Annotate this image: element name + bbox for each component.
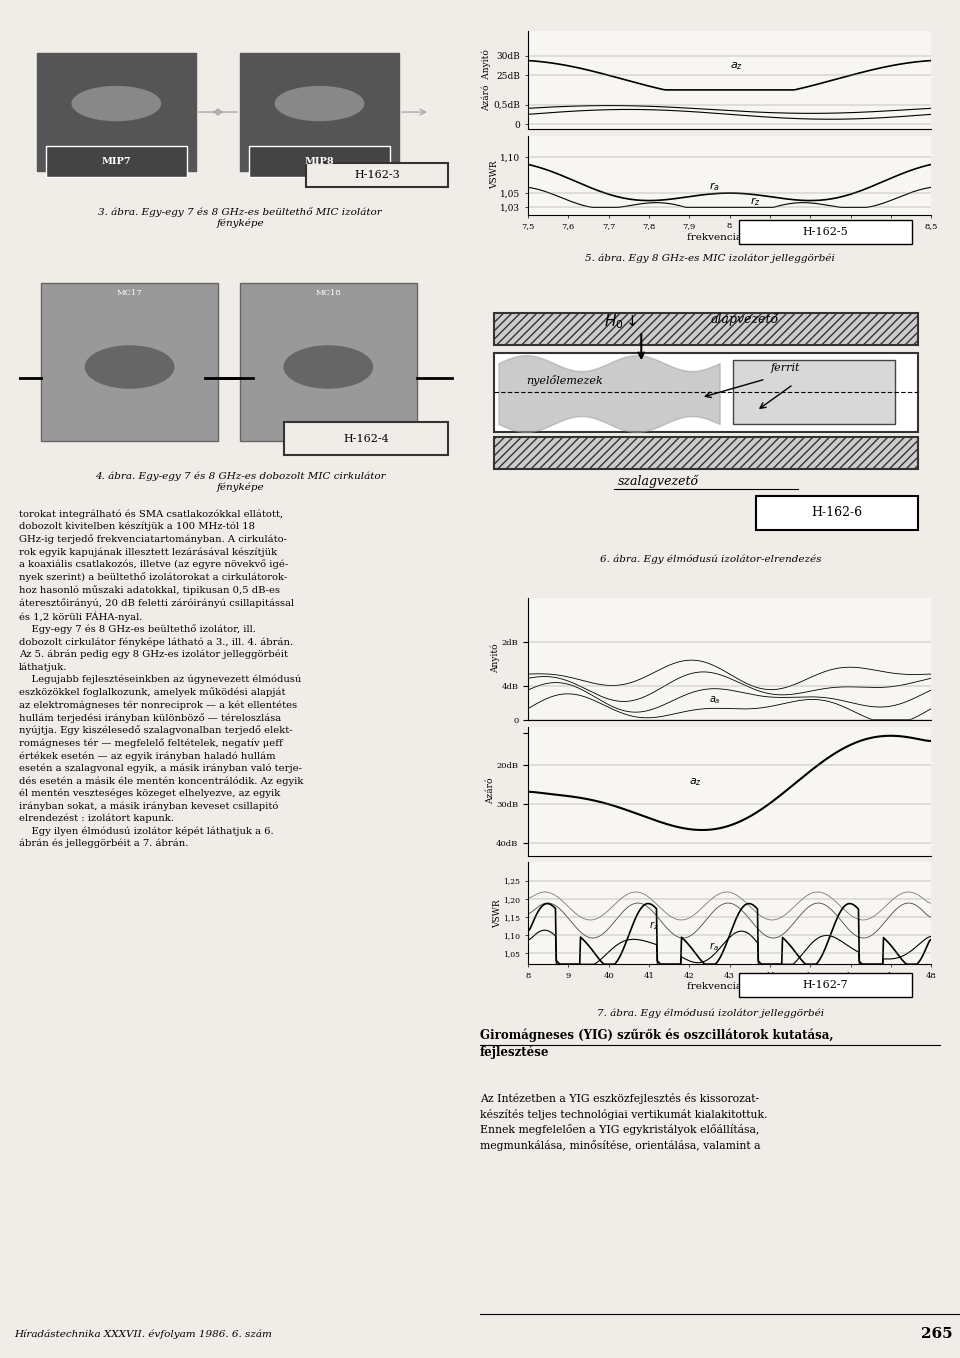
Text: $a_z$: $a_z$ — [730, 60, 743, 72]
Text: $a_z$: $a_z$ — [689, 777, 703, 789]
Text: H-162-6: H-162-6 — [811, 507, 863, 519]
Text: H-162-3: H-162-3 — [354, 170, 399, 179]
Text: $r_z$: $r_z$ — [750, 194, 760, 208]
Text: Giromágneses (YIG) szűrők és oszcillátorok kutatása,
fejlesztése: Giromágneses (YIG) szűrők és oszcillátor… — [480, 1028, 833, 1059]
Text: MC17: MC17 — [117, 289, 142, 297]
FancyBboxPatch shape — [733, 360, 895, 424]
FancyBboxPatch shape — [306, 163, 447, 187]
Text: 7. ábra. Egy élmódusú izolátor jelleggörbéi: 7. ábra. Egy élmódusú izolátor jelleggör… — [597, 1009, 824, 1017]
Text: Híradástechnika XXXVII. évfolyam 1986. 6. szám: Híradástechnika XXXVII. évfolyam 1986. 6… — [14, 1329, 273, 1339]
FancyBboxPatch shape — [493, 312, 918, 345]
Circle shape — [276, 87, 364, 121]
Text: MC18: MC18 — [316, 289, 341, 297]
Text: $r_z$: $r_z$ — [649, 919, 659, 932]
Text: 6. ábra. Egy élmódusú izolátor-elrendezés: 6. ábra. Egy élmódusú izolátor-elrendezé… — [600, 555, 821, 564]
Text: H-162-7: H-162-7 — [803, 979, 849, 990]
Text: 5. ábra. Egy 8 GHz-es MIC izolátor jelleggörbéi: 5. ábra. Egy 8 GHz-es MIC izolátor jelle… — [586, 254, 835, 262]
Text: ferrit: ferrit — [770, 363, 800, 373]
Text: $r_a$: $r_a$ — [709, 181, 720, 193]
FancyBboxPatch shape — [249, 147, 390, 177]
FancyBboxPatch shape — [756, 496, 918, 530]
FancyBboxPatch shape — [493, 437, 918, 469]
Text: MIP7: MIP7 — [102, 156, 132, 166]
FancyBboxPatch shape — [284, 422, 447, 455]
Text: $r_a$: $r_a$ — [709, 941, 719, 953]
Text: H-162-4: H-162-4 — [343, 433, 389, 444]
Text: 3. ábra. Egy-egy 7 és 8 GHz-es beültethő MIC izolátor
fényképe: 3. ábra. Egy-egy 7 és 8 GHz-es beültethő… — [98, 206, 382, 228]
Y-axis label: VSWR: VSWR — [493, 899, 502, 928]
X-axis label: frekvencia, GHz: frekvencia, GHz — [687, 234, 772, 242]
Y-axis label: VSWR: VSWR — [490, 160, 499, 190]
Text: nyelőlemezek: nyelőlemezek — [526, 375, 603, 386]
Text: 4. ábra. Egy-egy 7 és 8 GHz-es dobozolt MIC cirkulátor
fényképe: 4. ábra. Egy-egy 7 és 8 GHz-es dobozolt … — [95, 471, 385, 493]
Text: torokat integrálható és SMA csatlakozókkal ellátott,
dobozolt kivitelben készítj: torokat integrálható és SMA csatlakozókk… — [19, 509, 303, 849]
FancyBboxPatch shape — [739, 220, 912, 244]
FancyBboxPatch shape — [41, 282, 218, 440]
FancyBboxPatch shape — [739, 972, 912, 997]
Circle shape — [284, 346, 372, 388]
Text: MIP8: MIP8 — [304, 156, 334, 166]
Text: $a_a$: $a_a$ — [709, 694, 721, 706]
Y-axis label: Anyitó: Anyitó — [491, 644, 500, 674]
FancyBboxPatch shape — [493, 353, 918, 432]
Polygon shape — [36, 53, 196, 171]
Text: Az Intézetben a YIG eszközfejlesztés és kissorozat-
készítés teljes technológiai: Az Intézetben a YIG eszközfejlesztés és … — [480, 1093, 767, 1152]
FancyBboxPatch shape — [240, 282, 417, 440]
Y-axis label: Azáró  Anyitó: Azáró Anyitó — [481, 49, 491, 111]
X-axis label: frekvencia, GHz: frekvencia, GHz — [687, 982, 772, 990]
Polygon shape — [240, 53, 399, 171]
Text: alapvezető: alapvezető — [710, 314, 779, 326]
FancyBboxPatch shape — [46, 147, 187, 177]
Text: H-162-5: H-162-5 — [803, 227, 849, 238]
Text: $H_0\downarrow$: $H_0\downarrow$ — [605, 312, 637, 331]
Text: szalagvezető: szalagvezető — [618, 475, 699, 488]
Circle shape — [72, 87, 160, 121]
Text: 265: 265 — [922, 1327, 952, 1342]
Y-axis label: Azáró: Azáró — [486, 778, 494, 804]
Circle shape — [85, 346, 174, 388]
